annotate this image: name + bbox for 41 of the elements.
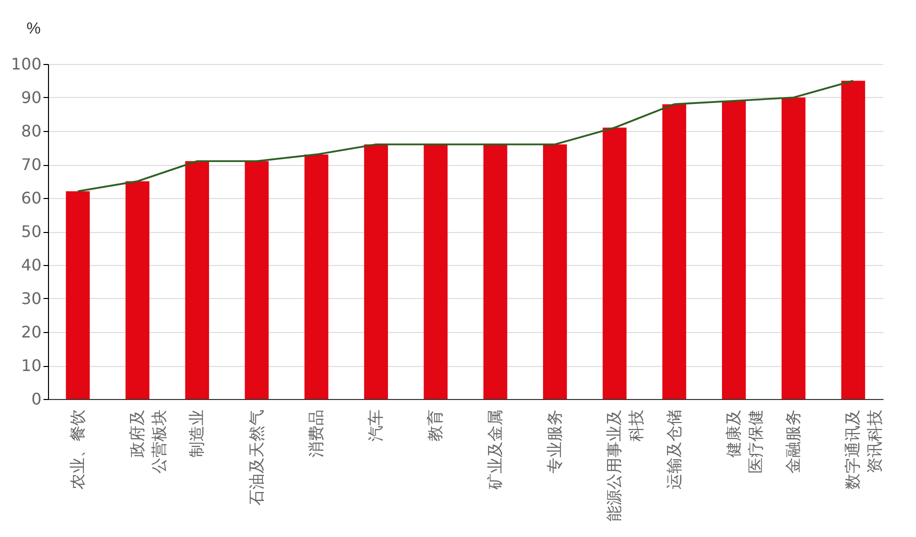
bar: [304, 154, 328, 399]
y-tick-label: 80: [21, 122, 42, 140]
x-tick-label: 石油及天然气: [246, 410, 266, 506]
x-tick-label: 教育: [426, 410, 445, 442]
x-tick-label: 能源公用事业及科技: [604, 410, 646, 522]
bar: [543, 144, 567, 399]
x-tick-label: 数字通讯及资讯科技: [843, 410, 884, 490]
y-tick-label: 40: [21, 256, 42, 274]
x-tick-label: 农业、餐饮: [68, 410, 87, 490]
bar: [782, 98, 806, 399]
bar: [364, 144, 388, 399]
y-tick-label: 70: [21, 155, 42, 174]
bar: [722, 100, 746, 399]
bar: [424, 144, 448, 399]
line-series: [76, 80, 854, 192]
y-tick-label: 0: [31, 390, 42, 408]
y-axis-title: %: [26, 20, 41, 38]
y-tick-label: 20: [21, 322, 42, 342]
bar: [244, 161, 269, 399]
bar: [126, 181, 150, 399]
x-tick-label: 运输及仓储: [664, 410, 684, 490]
x-tick-label: 政府及公营板块: [127, 410, 168, 474]
x-tick-label: 制造业: [187, 410, 206, 458]
bar: [662, 104, 686, 399]
bar: [66, 191, 90, 399]
x-tick-label: 专业服务: [544, 410, 564, 474]
bar: [841, 80, 866, 399]
y-tick-label: 10: [21, 356, 42, 375]
y-tick-label: 30: [21, 289, 42, 308]
x-tick-label: 消费品: [306, 410, 326, 458]
x-tick-label: 矿业及金属: [485, 410, 504, 490]
x-tick-label: 汽车: [366, 410, 386, 442]
bar: [185, 161, 210, 399]
y-tick-label: 90: [21, 88, 42, 107]
y-tick-label: 50: [21, 222, 42, 241]
y-tick-label: 60: [21, 188, 42, 208]
x-tick-label: 金融服务: [784, 410, 803, 474]
bar: [602, 128, 627, 399]
y-tick-label: 100: [10, 54, 42, 74]
x-tick-label: 健康及医疗保健: [724, 410, 765, 474]
bar: [483, 144, 508, 399]
